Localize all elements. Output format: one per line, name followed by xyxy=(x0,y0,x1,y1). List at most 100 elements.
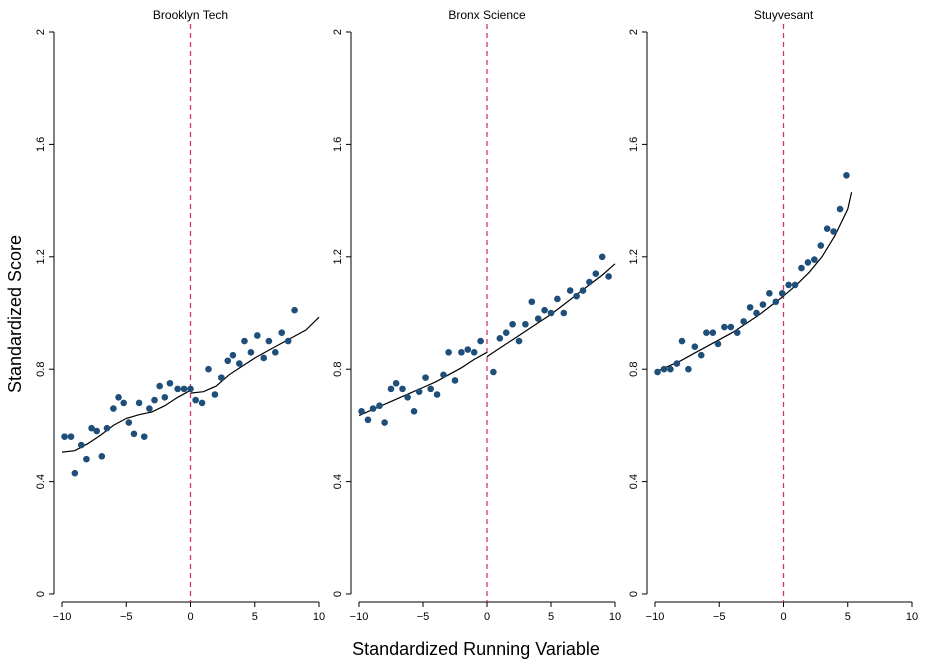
data-point xyxy=(709,329,717,336)
data-point xyxy=(67,433,75,440)
data-point xyxy=(278,329,286,336)
data-point xyxy=(284,337,292,345)
data-point xyxy=(697,351,705,359)
x-tick-label: −5 xyxy=(417,611,430,623)
data-point xyxy=(156,382,163,390)
data-point xyxy=(811,256,818,263)
data-point xyxy=(522,320,529,328)
fit-right-line xyxy=(190,316,320,394)
data-point xyxy=(427,385,434,393)
x-tick-label: 10 xyxy=(609,611,621,623)
data-point xyxy=(381,419,388,426)
x-tick-label: −5 xyxy=(120,611,133,623)
data-point xyxy=(727,323,735,331)
y-tick-label: 0.4 xyxy=(35,474,47,489)
y-tick-label: 2 xyxy=(628,29,640,35)
data-point xyxy=(115,394,122,401)
x-tick-label: −10 xyxy=(646,611,665,623)
data-point xyxy=(198,399,206,407)
x-tick-label: 5 xyxy=(548,611,554,623)
data-point xyxy=(458,349,465,356)
data-point xyxy=(229,351,237,359)
data-point xyxy=(125,419,133,426)
y-tick-label: 0.4 xyxy=(628,474,640,489)
data-point xyxy=(247,349,255,356)
data-point xyxy=(733,329,741,336)
panel-3: Stuyvesant 0 0.4 0.8 1.2 1.6 2 −10 −5 0 5 10 xyxy=(628,8,918,623)
y-tick-label: 1.2 xyxy=(628,249,640,264)
data-point xyxy=(445,349,452,356)
x-tick-label: 5 xyxy=(252,611,258,623)
y-tick-label: 1.6 xyxy=(332,137,344,152)
data-point xyxy=(387,385,395,393)
data-point xyxy=(174,385,181,393)
data-point xyxy=(110,405,117,412)
data-point xyxy=(654,368,661,376)
data-point xyxy=(254,332,261,339)
data-point xyxy=(103,424,111,432)
panel-title: Bronx Science xyxy=(448,8,526,22)
data-point xyxy=(376,402,383,410)
data-point xyxy=(166,379,174,387)
data-point xyxy=(433,391,441,398)
data-point xyxy=(451,377,459,384)
data-point xyxy=(93,427,100,435)
data-point xyxy=(224,357,232,365)
data-point xyxy=(192,396,199,404)
x-tick-label: −10 xyxy=(53,611,72,623)
data-point xyxy=(83,455,90,463)
data-point xyxy=(673,360,681,367)
data-point xyxy=(836,205,844,213)
data-point xyxy=(714,340,722,348)
data-point xyxy=(440,371,447,379)
y-tick-label: 1.2 xyxy=(35,249,47,264)
y-tick-label: 2 xyxy=(332,29,344,35)
data-point xyxy=(364,416,372,424)
data-point xyxy=(151,396,158,404)
y-tick-label: 2 xyxy=(35,29,47,35)
panel-1: Brooklyn Tech 0 0.4 0.8 1.2 1.6 2 −10 −5 0 5 10 xyxy=(35,8,325,623)
y-tick-label: 0 xyxy=(628,591,640,597)
data-point xyxy=(778,290,786,297)
data-point xyxy=(515,337,523,345)
data-point xyxy=(140,433,148,440)
x-tick-label: −5 xyxy=(713,611,726,623)
panel-2: Bronx Science 0 0.4 0.8 1.2 1.6 2 −10 −5 0 5 10 xyxy=(332,8,621,623)
data-point xyxy=(291,306,298,314)
data-point xyxy=(746,304,754,311)
data-point xyxy=(120,399,127,407)
data-point xyxy=(470,349,478,356)
x-tick-label: 0 xyxy=(484,611,490,623)
data-point xyxy=(502,329,510,336)
data-point xyxy=(509,320,516,328)
data-point xyxy=(205,365,212,373)
data-point xyxy=(721,323,728,331)
data-point xyxy=(586,278,593,286)
y-tick-label: 1.2 xyxy=(332,249,344,264)
y-tick-label: 0.8 xyxy=(628,362,640,377)
data-point xyxy=(534,315,542,322)
data-point xyxy=(71,469,79,477)
data-point xyxy=(740,318,747,325)
data-point xyxy=(236,360,243,367)
data-point xyxy=(88,424,95,432)
data-point xyxy=(146,405,153,412)
data-point xyxy=(369,405,377,412)
data-point xyxy=(260,354,268,362)
data-point xyxy=(161,394,169,401)
data-point xyxy=(541,306,548,314)
data-point xyxy=(759,301,767,308)
data-point xyxy=(823,225,831,232)
data-point xyxy=(399,385,406,393)
x-tick-label: 5 xyxy=(845,611,851,623)
data-point xyxy=(496,334,504,342)
data-point xyxy=(791,281,799,289)
data-point xyxy=(785,281,792,289)
data-point xyxy=(598,253,606,261)
y-axis-title: Standardized Score xyxy=(5,235,25,393)
data-point xyxy=(772,298,780,306)
data-point xyxy=(753,309,760,317)
x-tick-label: 10 xyxy=(906,611,918,623)
data-point xyxy=(691,343,699,351)
